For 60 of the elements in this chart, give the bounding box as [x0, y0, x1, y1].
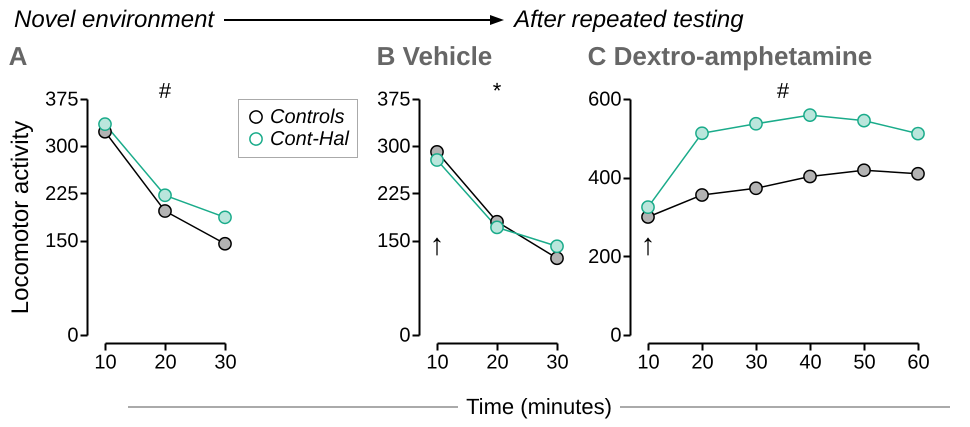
point	[641, 200, 655, 214]
point	[803, 108, 817, 122]
x-tick-label: 40	[799, 352, 822, 374]
point	[490, 220, 504, 234]
y-tick-label: 400	[588, 167, 622, 190]
x-tick-label: 20	[691, 352, 714, 374]
point	[218, 210, 232, 224]
x-tick-label: 60	[907, 352, 930, 374]
point	[857, 163, 871, 178]
annotation: *	[492, 78, 502, 103]
point	[749, 181, 763, 196]
point	[803, 170, 817, 184]
x-tick-label: 20	[154, 352, 177, 374]
annotation: ↑	[640, 228, 656, 262]
text: After repeated testing	[514, 6, 744, 34]
y-tick-label: 0	[610, 324, 622, 346]
y-tick-label: 600	[588, 88, 622, 110]
chart-title: C Dextro-amphetamine	[588, 41, 872, 71]
y-tick-label: 0	[399, 324, 410, 346]
x-axis-title: Time (minutes)	[466, 394, 612, 420]
x-tick-label: 20	[486, 352, 509, 374]
point	[158, 188, 172, 202]
point	[430, 153, 444, 167]
y-tick-label: 375	[45, 88, 78, 110]
x-tick-label: 10	[94, 352, 117, 374]
point	[158, 204, 172, 218]
y-tick-label: 200	[588, 246, 622, 268]
point	[911, 166, 925, 181]
annotation: #	[776, 78, 790, 103]
point	[98, 117, 112, 132]
legend-label: Controls	[270, 106, 344, 128]
y-tick-label: 150	[377, 230, 410, 252]
point	[911, 126, 925, 140]
legend-label: Cont-Hal	[270, 128, 350, 150]
point	[695, 126, 709, 140]
x-tick-label: 30	[546, 352, 569, 374]
text: Novel environment	[14, 6, 214, 34]
point	[749, 116, 763, 131]
x-tick-label: 10	[426, 352, 449, 374]
x-tick-label: 50	[853, 352, 876, 374]
y-tick-label: 300	[45, 136, 78, 158]
y-tick-label: 375	[377, 88, 410, 110]
point	[550, 239, 564, 254]
chart-title: B Vehicle	[376, 41, 492, 71]
point	[857, 114, 871, 128]
annotation: #	[158, 78, 172, 103]
y-tick-label: 0	[67, 324, 78, 346]
x-tick-label: 30	[745, 352, 768, 374]
point	[218, 236, 232, 251]
y-tick-label: 300	[377, 136, 410, 158]
point	[695, 188, 709, 202]
chart-title: A	[8, 41, 28, 71]
y-tick-label: 150	[45, 230, 78, 252]
y-tick-label: 225	[377, 182, 410, 205]
point	[550, 251, 564, 266]
y-axis-title: Locomotor activity	[7, 120, 34, 314]
x-tick-label: 30	[214, 352, 237, 374]
x-tick-label: 10	[637, 352, 660, 374]
y-tick-label: 225	[45, 182, 78, 205]
annotation: ↑	[430, 228, 444, 262]
